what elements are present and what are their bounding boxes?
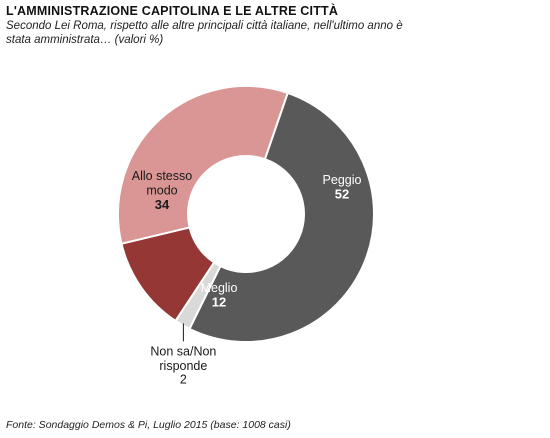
slice-label-non-sa-non-risponde: Non sa/Non risponde 2 xyxy=(150,344,216,386)
slice-value-meglio: 12 xyxy=(212,295,226,310)
chart-title: L'AMMINISTRAZIONE CAPITOLINA E LE ALTRE … xyxy=(6,4,339,18)
slice-value-peggio: 52 xyxy=(335,187,349,202)
slice-label-meglio: Meglio 12 xyxy=(201,281,238,310)
chart-source: Fonte: Sondaggio Demos & Pi, Luglio 2015… xyxy=(6,419,291,431)
slice-label-allo-stesso-modo: Allo stesso modo 34 xyxy=(132,169,192,212)
slice-allo-stesso-modo xyxy=(117,85,289,245)
slice-value-allo-stesso-modo: 34 xyxy=(155,197,170,212)
slice-label-peggio: Peggio 52 xyxy=(323,173,362,202)
slice-value-non-sa-non-risponde: 2 xyxy=(180,372,187,386)
slice-peggio xyxy=(188,91,375,343)
chart-subtitle: Secondo Lei Roma, rispetto alle altre pr… xyxy=(6,20,403,46)
